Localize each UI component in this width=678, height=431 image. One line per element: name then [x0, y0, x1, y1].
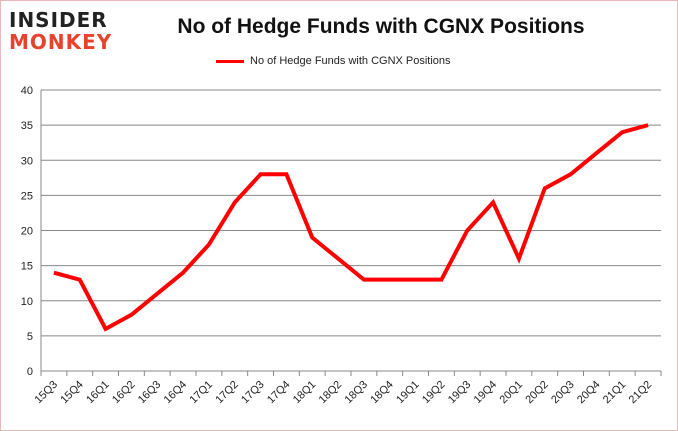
y-tick-label: 0 [27, 366, 33, 378]
x-tick-label: 17Q1 [188, 379, 216, 407]
x-tick-label: 18Q4 [368, 379, 396, 407]
x-tick-label: 19Q4 [472, 379, 500, 407]
x-tick-label: 21Q1 [601, 379, 629, 407]
y-tick-label: 30 [21, 155, 33, 167]
x-tick-label: 20Q3 [549, 379, 577, 407]
x-tick-label: 15Q4 [58, 379, 86, 407]
x-tick-label: 19Q2 [420, 379, 448, 407]
x-tick-label: 16Q3 [136, 379, 164, 407]
x-tick-label: 17Q3 [239, 379, 267, 407]
y-tick-label: 40 [21, 85, 33, 97]
x-tick-label: 15Q3 [33, 379, 61, 407]
x-tick-label: 16Q2 [110, 379, 138, 407]
insider-monkey-logo: INSIDER MONKEY [9, 9, 112, 53]
x-tick-label: 17Q4 [265, 379, 293, 407]
y-tick-label: 35 [21, 120, 33, 132]
logo-line1: INSIDER [9, 8, 108, 32]
x-tick-label: 20Q4 [575, 379, 603, 407]
y-tick-label: 5 [27, 331, 33, 343]
x-tick-label: 18Q1 [291, 379, 319, 407]
x-tick-label: 18Q3 [343, 379, 371, 407]
x-tick-label: 16Q4 [162, 379, 190, 407]
legend-swatch [216, 59, 244, 63]
y-tick-label: 10 [21, 296, 33, 308]
x-tick-label: 20Q1 [498, 379, 526, 407]
logo-line2: MONKEY [9, 30, 113, 54]
legend-label: No of Hedge Funds with CGNX Positions [250, 55, 451, 67]
y-tick-label: 25 [21, 190, 33, 202]
x-tick-label: 19Q1 [394, 379, 422, 407]
x-tick-label: 18Q2 [317, 379, 345, 407]
x-tick-label: 21Q2 [627, 379, 655, 407]
y-tick-label: 15 [21, 261, 33, 273]
x-tick-label: 19Q3 [446, 379, 474, 407]
y-tick-label: 20 [21, 226, 33, 238]
x-tick-label: 20Q2 [523, 379, 551, 407]
x-tick-label: 17Q2 [213, 379, 241, 407]
series-line [53, 123, 649, 332]
legend: No of Hedge Funds with CGNX Positions [216, 55, 451, 67]
x-tick-label: 16Q1 [84, 379, 112, 407]
chart-title: No of Hedge Funds with CGNX Positions [177, 15, 585, 38]
